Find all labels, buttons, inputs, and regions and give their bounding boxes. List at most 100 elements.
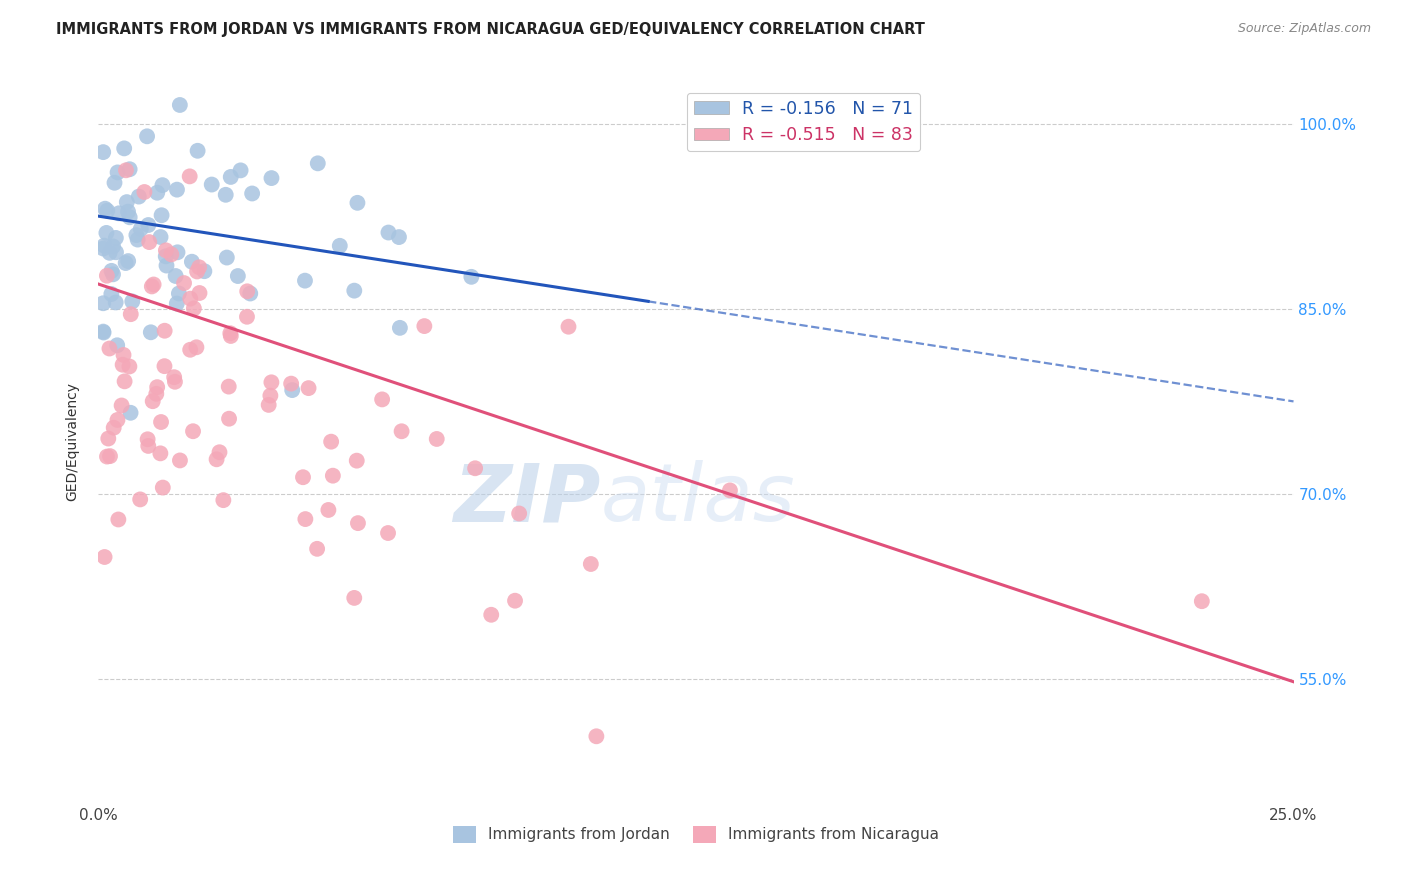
Point (388, 321, 411, 335)
Point (129, 222, 152, 236)
Point (136, 432, 159, 446)
Point (100, 287, 122, 301)
Point (167, 286, 190, 301)
Point (139, 326, 162, 340)
Point (91, 242, 114, 256)
Point (557, 319, 579, 334)
Point (346, 453, 368, 467)
Point (179, 169, 201, 184)
Point (91, 296, 114, 310)
Point (91, 325, 114, 339)
Point (219, 326, 242, 341)
Point (107, 413, 129, 427)
Point (93, 326, 115, 340)
Point (377, 526, 399, 541)
Point (94, 202, 117, 216)
Point (118, 359, 141, 374)
Point (118, 211, 141, 225)
Point (127, 233, 149, 247)
Point (260, 376, 283, 390)
Point (186, 264, 208, 278)
Point (117, 254, 139, 268)
Point (166, 245, 188, 260)
Point (136, 129, 159, 144)
Point (371, 392, 394, 407)
Point (188, 260, 211, 275)
Point (236, 285, 259, 299)
Point (464, 461, 486, 475)
Point (426, 432, 449, 446)
Point (125, 228, 148, 243)
Point (108, 206, 131, 220)
Point (138, 218, 160, 232)
Point (236, 310, 259, 324)
Point (104, 295, 127, 310)
Point (201, 178, 224, 192)
Point (150, 415, 173, 429)
Point (149, 230, 172, 244)
Point (96, 268, 118, 283)
Point (112, 141, 135, 155)
Point (163, 375, 186, 389)
Point (294, 274, 316, 288)
Point (149, 446, 172, 460)
Point (169, 453, 191, 467)
Point (377, 226, 399, 240)
Point (97, 432, 120, 446)
Point (347, 516, 370, 530)
Point (508, 507, 530, 521)
Point (153, 324, 176, 338)
Point (297, 381, 319, 395)
Point (98, 449, 121, 463)
Point (329, 239, 352, 253)
Y-axis label: GED/Equivalency: GED/Equivalency (66, 382, 80, 501)
Point (93, 549, 115, 564)
Point (153, 359, 176, 373)
Point (98, 245, 121, 260)
Point (114, 256, 136, 270)
Point (146, 380, 169, 394)
Point (155, 244, 177, 258)
Point (579, 557, 602, 571)
Point (187, 144, 209, 158)
Point (152, 481, 174, 495)
Point (96, 450, 118, 464)
Point (240, 186, 263, 201)
Point (115, 163, 138, 178)
Point (322, 468, 344, 483)
Point (166, 296, 188, 310)
Point (98, 342, 121, 356)
Point (117, 204, 139, 219)
Point (229, 163, 252, 178)
Point (96, 203, 118, 218)
Point (120, 307, 142, 321)
Point (479, 607, 502, 622)
Point (193, 264, 215, 278)
Point (413, 319, 436, 334)
Point (173, 276, 195, 290)
Point (460, 269, 482, 284)
Point (218, 379, 240, 393)
Point (104, 231, 127, 245)
Point (141, 279, 163, 293)
Point (128, 189, 150, 203)
Point (91, 145, 114, 160)
Point (155, 259, 177, 273)
Point (136, 439, 159, 453)
Point (226, 268, 249, 283)
Point (585, 729, 607, 743)
Point (294, 512, 316, 526)
Point (107, 165, 129, 179)
Point (219, 169, 242, 184)
Point (155, 249, 177, 263)
Point (112, 348, 135, 362)
Text: ZIP: ZIP (453, 460, 600, 539)
Point (307, 541, 329, 556)
Point (718, 483, 741, 498)
Point (188, 285, 211, 300)
Point (179, 292, 201, 306)
Text: Source: ZipAtlas.com: Source: ZipAtlas.com (1237, 22, 1371, 36)
Point (186, 340, 208, 354)
Point (292, 470, 315, 484)
Point (165, 268, 187, 283)
